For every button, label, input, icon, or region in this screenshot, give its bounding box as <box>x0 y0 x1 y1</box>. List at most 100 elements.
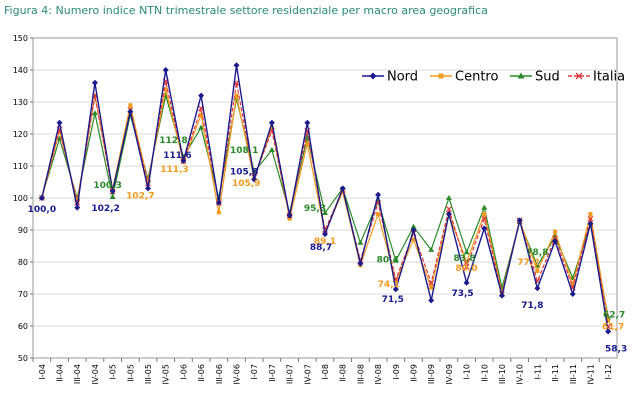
y-tick-label: 150 <box>13 34 28 43</box>
point-nord <box>251 176 258 183</box>
y-tick-label: 110 <box>13 162 28 171</box>
x-tick-label: I-09 <box>392 364 401 379</box>
data-label: 95,3 <box>304 204 326 214</box>
point-centro <box>234 93 239 98</box>
x-tick-label: III-05 <box>144 364 153 384</box>
data-label: 58,3 <box>605 344 627 354</box>
x-tick-label: I-08 <box>321 364 330 379</box>
data-label: 61,7 <box>602 323 624 333</box>
x-tick-label: III-08 <box>356 364 365 384</box>
point-centro <box>199 112 204 117</box>
point-nord <box>162 67 169 73</box>
point-nord <box>38 195 45 201</box>
point-sud <box>357 239 364 245</box>
point-nord <box>357 260 364 267</box>
point-centro <box>305 141 310 146</box>
point-italia <box>445 206 452 213</box>
x-tick-label: I-11 <box>533 364 542 379</box>
x-tick-label: II-04 <box>56 364 65 382</box>
point-nord <box>286 212 293 219</box>
x-tick-label: IV-10 <box>516 364 525 384</box>
point-centro <box>376 212 381 216</box>
x-tick-label: III-11 <box>569 364 578 384</box>
point-nord <box>481 225 488 232</box>
point-nord <box>552 238 559 245</box>
x-tick-label: II-11 <box>551 364 560 382</box>
point-centro <box>216 210 221 215</box>
point-centro <box>128 103 133 108</box>
x-tick-label: III-06 <box>215 364 224 384</box>
legend-label-italia: Italia <box>593 70 625 85</box>
point-nord <box>569 291 576 297</box>
x-tick-label: I-12 <box>604 364 613 379</box>
x-tick-label: II-07 <box>268 364 277 382</box>
point-nord <box>268 119 275 126</box>
point-nord <box>463 279 470 286</box>
x-tick-label: IV-05 <box>162 364 171 384</box>
x-tick-label: II-05 <box>126 364 135 382</box>
data-label: 111,3 <box>160 165 188 175</box>
point-centro <box>482 212 487 216</box>
legend-marker-italia <box>575 72 583 80</box>
point-italia <box>428 279 435 286</box>
x-tick-label: I-10 <box>463 364 472 379</box>
legend-label-centro: Centro <box>455 70 498 85</box>
data-labels: 100,0 100,3 102,2 102,7 112,8 111,6 111,3 108,1… <box>28 136 628 354</box>
point-centro <box>606 318 611 323</box>
point-nord <box>445 211 452 217</box>
x-tick-label: IV-09 <box>445 364 454 384</box>
y-tick-label: 130 <box>13 98 28 107</box>
point-nord <box>534 285 541 292</box>
legend-marker-nord <box>369 72 377 80</box>
x-tick-label: I-07 <box>250 364 259 379</box>
data-label: 100,0 <box>28 205 56 215</box>
x-tick-label: I-05 <box>109 364 118 379</box>
data-label: 111,6 <box>163 151 191 161</box>
data-label: 71,8 <box>521 301 543 311</box>
point-nord <box>428 297 435 304</box>
point-nord <box>109 187 116 194</box>
point-italia <box>481 215 488 222</box>
point-centro <box>411 237 416 242</box>
point-sud <box>91 110 98 116</box>
x-tick-label: IV-04 <box>91 364 100 384</box>
point-nord <box>145 185 152 192</box>
point-nord <box>516 217 523 224</box>
data-label: 77,2 <box>517 258 539 268</box>
point-nord <box>215 199 222 206</box>
point-sud <box>428 246 435 252</box>
data-label: 62,7 <box>603 310 625 320</box>
data-label: 88,7 <box>310 243 332 253</box>
x-tick-label: II-09 <box>409 364 418 382</box>
point-sud <box>268 147 275 152</box>
point-sud <box>445 195 452 200</box>
point-nord <box>339 185 346 192</box>
x-tick-label: I-04 <box>38 364 47 379</box>
data-label: 80,0 <box>455 264 477 274</box>
x-tick-label: IV-11 <box>586 364 595 384</box>
point-nord <box>180 157 187 164</box>
data-label: 74,1 <box>378 280 400 290</box>
point-nord <box>375 191 382 198</box>
point-nord <box>74 204 81 211</box>
point-nord <box>605 328 612 335</box>
data-label: 71,5 <box>382 295 404 305</box>
point-italia <box>552 235 558 241</box>
x-tick-label: IV-07 <box>303 364 312 384</box>
data-label: 112,8 <box>159 136 187 146</box>
point-nord <box>56 119 63 126</box>
y-tick-label: 100 <box>13 194 28 203</box>
point-centro <box>163 87 168 92</box>
point-sud <box>198 124 205 130</box>
legend-label-sud: Sud <box>535 70 560 85</box>
point-centro <box>570 282 575 287</box>
point-sud <box>109 194 116 200</box>
data-label: 89,1 <box>314 237 336 247</box>
x-tick-label: II-10 <box>480 364 489 382</box>
y-tick-label: 90 <box>18 226 28 235</box>
x-tick-label: II-08 <box>339 364 348 382</box>
x-tick-label: IV-08 <box>374 364 383 384</box>
point-sud <box>322 210 328 216</box>
point-nord <box>127 108 134 115</box>
